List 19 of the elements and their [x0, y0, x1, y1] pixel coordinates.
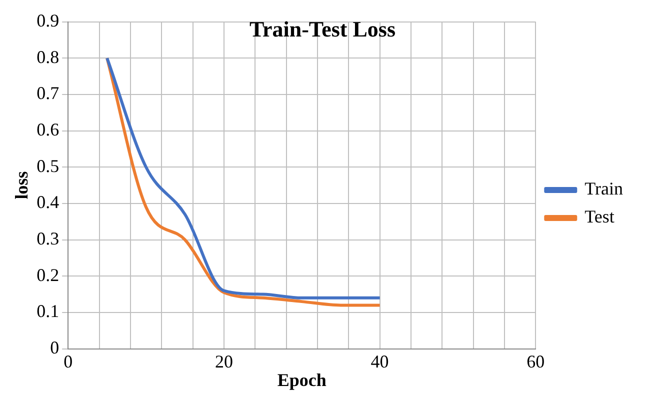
y-tick-label: 0.5 [36, 156, 60, 176]
x-axis-title: Epoch [277, 370, 326, 390]
y-tick-label: 0.3 [36, 228, 60, 249]
y-tick-label: 0.8 [36, 46, 60, 67]
x-tick-label: 40 [370, 351, 389, 372]
y-tick-label: 0.7 [36, 83, 60, 104]
y-tick-label: 0.2 [36, 264, 60, 285]
legend-label: Test [584, 206, 614, 227]
y-tick-label: 0 [50, 338, 60, 358]
x-tick-label: 20 [214, 351, 233, 372]
legend-label: Train [584, 178, 624, 199]
x-tick-label: 60 [526, 351, 545, 372]
chart-title: Train-Test Loss [249, 16, 396, 42]
y-tick-label: 0.6 [36, 120, 60, 140]
y-axis-title: loss [11, 171, 32, 200]
y-tick-label: 0.1 [36, 301, 60, 322]
x-tick-label: 0 [64, 351, 73, 372]
y-tick-label: 0.4 [36, 192, 60, 212]
y-tick-label: 0.9 [36, 10, 60, 31]
